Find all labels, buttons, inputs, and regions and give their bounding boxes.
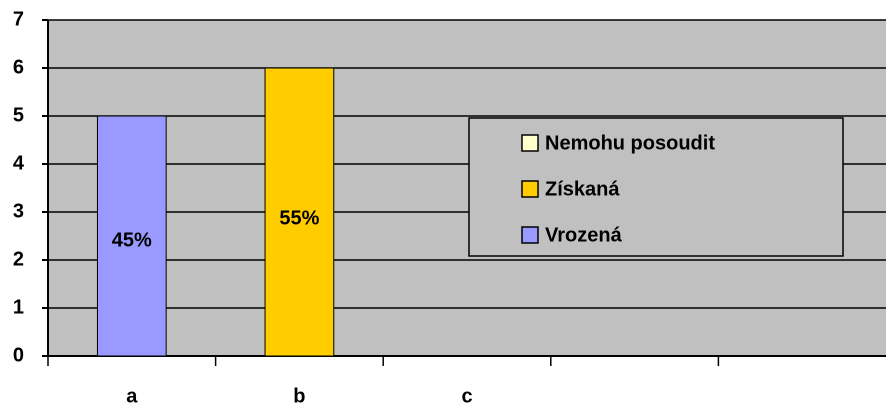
x-tick-label: b bbox=[293, 385, 305, 407]
legend-label: Získaná bbox=[545, 178, 620, 200]
y-tick-label: 1 bbox=[13, 296, 24, 318]
bar bbox=[96, 115, 167, 357]
data-label: 55% bbox=[279, 207, 319, 229]
x-tick-label: c bbox=[461, 385, 472, 407]
y-tick-label: 3 bbox=[13, 200, 24, 222]
x-tick-label: a bbox=[126, 385, 138, 407]
y-tick-label: 2 bbox=[13, 248, 24, 270]
y-tick-label: 4 bbox=[13, 152, 25, 174]
legend-swatch bbox=[521, 180, 539, 198]
y-tick-label: 6 bbox=[13, 56, 24, 78]
legend-swatch bbox=[521, 226, 539, 244]
legend-label: Nemohu posoudit bbox=[545, 132, 715, 154]
bar bbox=[264, 67, 335, 357]
y-tick-label: 0 bbox=[13, 344, 24, 366]
legend-label: Vrozená bbox=[545, 224, 623, 246]
data-label: 45% bbox=[112, 229, 152, 251]
y-tick-label: 5 bbox=[13, 104, 24, 126]
legend-swatch bbox=[521, 134, 539, 152]
y-tick-label: 7 bbox=[13, 8, 24, 30]
